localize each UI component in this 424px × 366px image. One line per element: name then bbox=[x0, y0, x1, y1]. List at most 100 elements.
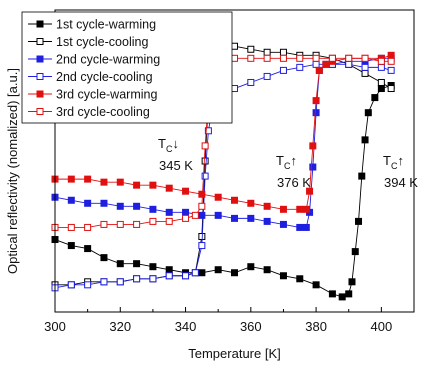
data-point bbox=[67, 223, 75, 231]
data-point bbox=[231, 269, 238, 277]
data-point bbox=[263, 72, 271, 80]
data-point bbox=[182, 208, 190, 216]
legend-label: 1st cycle-warming bbox=[56, 18, 156, 32]
data-point bbox=[377, 78, 385, 86]
legend-marker bbox=[36, 108, 44, 115]
data-point bbox=[312, 60, 320, 68]
data-point bbox=[84, 223, 92, 231]
data-point bbox=[100, 278, 108, 286]
data-point bbox=[67, 196, 75, 204]
data-point bbox=[263, 48, 271, 56]
data-point bbox=[377, 57, 385, 65]
data-point bbox=[377, 63, 385, 71]
annotation-symbol: TC↓ bbox=[158, 136, 179, 154]
data-point bbox=[312, 281, 320, 289]
data-point bbox=[100, 199, 108, 207]
data-point bbox=[198, 190, 206, 198]
data-point bbox=[149, 263, 157, 271]
data-point bbox=[322, 60, 330, 68]
data-point bbox=[364, 109, 372, 117]
data-point bbox=[84, 175, 92, 183]
data-point bbox=[296, 275, 304, 283]
x-tick-label: 400 bbox=[371, 319, 393, 334]
data-point bbox=[149, 205, 157, 213]
data-point bbox=[247, 263, 255, 271]
data-point bbox=[361, 63, 369, 71]
data-point bbox=[198, 202, 206, 210]
data-point bbox=[100, 220, 108, 228]
data-point bbox=[345, 60, 353, 68]
data-point bbox=[198, 269, 206, 277]
data-point bbox=[348, 278, 356, 286]
legend-marker bbox=[36, 90, 44, 98]
tc-annotation: TC↑ 376 K bbox=[276, 153, 311, 190]
x-tick-label: 320 bbox=[109, 319, 131, 334]
data-point bbox=[214, 193, 222, 201]
data-point bbox=[165, 184, 173, 192]
data-point bbox=[279, 54, 287, 62]
data-point bbox=[263, 202, 271, 210]
data-point bbox=[182, 187, 190, 195]
data-point bbox=[312, 97, 320, 105]
data-point bbox=[358, 172, 366, 180]
data-point bbox=[328, 290, 336, 298]
data-point bbox=[165, 266, 173, 274]
data-point bbox=[387, 57, 395, 65]
data-point bbox=[182, 214, 190, 222]
legend-label: 1st cycle-cooling bbox=[56, 35, 148, 49]
data-point bbox=[279, 220, 287, 228]
data-point bbox=[149, 217, 157, 225]
legend-marker bbox=[36, 20, 44, 28]
data-point bbox=[279, 48, 287, 56]
data-point bbox=[312, 109, 320, 117]
annotation-symbol: TC↑ bbox=[276, 153, 297, 171]
legend-label: 2nd cycle-cooling bbox=[56, 70, 153, 84]
data-point bbox=[279, 66, 287, 74]
data-point bbox=[165, 217, 173, 225]
data-point bbox=[149, 275, 157, 283]
tc-annotation: TC↑ 394 K bbox=[383, 153, 418, 190]
data-point bbox=[201, 142, 209, 150]
tc-annotation: TC↓ 345 K bbox=[158, 136, 193, 173]
data-point bbox=[263, 54, 271, 62]
data-point bbox=[198, 211, 206, 219]
data-point bbox=[191, 211, 199, 219]
data-point bbox=[279, 205, 287, 213]
annotation-symbol: TC↑ bbox=[383, 153, 404, 171]
data-point bbox=[182, 272, 190, 280]
data-point bbox=[296, 205, 304, 213]
data-point bbox=[67, 281, 75, 289]
series-1 bbox=[51, 82, 395, 301]
annotation-value: 394 K bbox=[384, 175, 418, 190]
data-point bbox=[198, 242, 206, 250]
annotation-value: 345 K bbox=[159, 158, 193, 173]
plot-frame bbox=[54, 9, 415, 313]
data-point bbox=[302, 205, 310, 213]
data-point bbox=[312, 54, 320, 62]
x-tick-label: 380 bbox=[305, 319, 327, 334]
data-point bbox=[361, 136, 369, 144]
data-point bbox=[133, 181, 141, 189]
data-point bbox=[204, 127, 212, 135]
y-axis-label: Optical reflectivity (nomalized) [a.u.] bbox=[5, 68, 20, 274]
data-point bbox=[201, 157, 209, 165]
data-point bbox=[247, 54, 255, 62]
data-point bbox=[247, 45, 255, 53]
data-point bbox=[296, 223, 304, 231]
data-point bbox=[247, 78, 255, 86]
data-point bbox=[231, 196, 238, 204]
data-point bbox=[279, 272, 287, 280]
data-point bbox=[247, 199, 255, 207]
data-point bbox=[296, 54, 304, 62]
data-point bbox=[165, 272, 173, 280]
data-point bbox=[302, 223, 310, 231]
data-point bbox=[133, 260, 141, 268]
data-point bbox=[328, 54, 336, 62]
annotation-layer: TC↓ 345 K TC↑ 376 K TC↑ 394 K bbox=[158, 136, 418, 190]
data-point bbox=[165, 208, 173, 216]
data-point bbox=[116, 178, 124, 186]
data-point bbox=[100, 254, 108, 262]
data-point bbox=[67, 242, 75, 250]
data-point bbox=[296, 63, 304, 71]
